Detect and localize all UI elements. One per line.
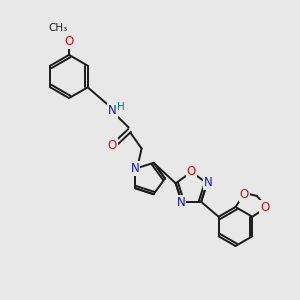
Text: O: O — [240, 188, 249, 201]
Text: O: O — [64, 35, 74, 48]
Text: N: N — [131, 162, 140, 175]
Text: H: H — [117, 102, 125, 112]
Text: N: N — [108, 104, 117, 117]
Text: O: O — [260, 201, 270, 214]
Text: O: O — [108, 139, 117, 152]
Text: CH₃: CH₃ — [48, 23, 67, 33]
Text: N: N — [204, 176, 213, 189]
Text: O: O — [187, 165, 196, 178]
Text: N: N — [176, 196, 185, 209]
